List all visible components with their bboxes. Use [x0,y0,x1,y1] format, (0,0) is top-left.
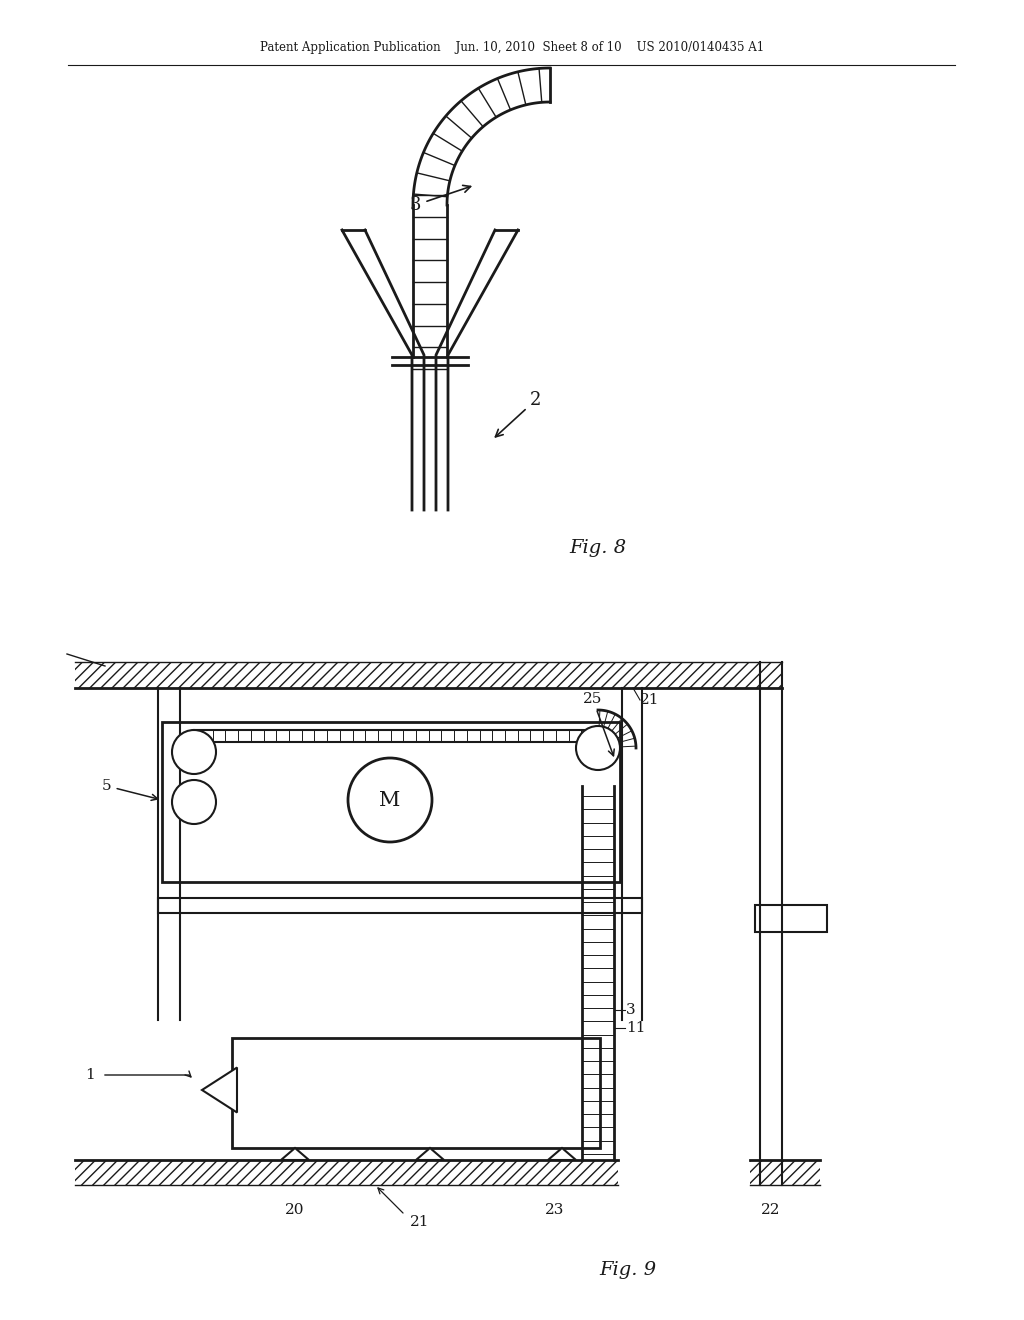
Circle shape [348,758,432,842]
Text: Fig. 8: Fig. 8 [569,539,627,557]
Text: 20: 20 [286,1203,305,1217]
Text: 25: 25 [583,692,614,756]
Bar [750,1160,820,1185]
Text: 23: 23 [546,1203,564,1217]
Polygon shape [548,1148,575,1160]
Text: 3: 3 [410,185,471,214]
Bar [75,663,782,688]
Bar [75,663,782,688]
Text: M: M [379,791,400,809]
Polygon shape [416,1148,444,1160]
Text: 21: 21 [640,693,659,708]
Bar [755,906,827,932]
Text: 5: 5 [102,779,158,800]
Bar [158,898,642,913]
Polygon shape [281,1148,309,1160]
Bar [232,1038,600,1148]
Text: 2: 2 [496,391,542,437]
Text: 22: 22 [761,1203,780,1217]
Circle shape [172,730,216,774]
Bar [162,722,620,882]
Bar [75,1160,618,1185]
Bar [75,1160,618,1185]
Text: 3: 3 [626,1003,636,1016]
Text: 1: 1 [85,1068,95,1082]
Text: 11: 11 [626,1020,645,1035]
Bar [750,1160,820,1185]
Text: Fig. 9: Fig. 9 [599,1261,656,1279]
Text: Patent Application Publication    Jun. 10, 2010  Sheet 8 of 10    US 2010/014043: Patent Application Publication Jun. 10, … [260,41,764,54]
Circle shape [575,726,620,770]
Circle shape [172,780,216,824]
Text: 21: 21 [411,1214,430,1229]
Polygon shape [202,1068,237,1113]
